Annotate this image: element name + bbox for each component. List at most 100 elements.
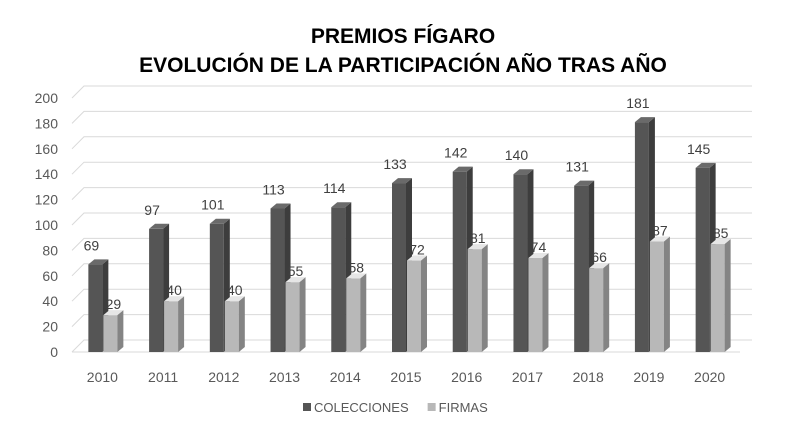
bar-side-face: [421, 255, 427, 352]
bar-top-face: [574, 180, 595, 186]
bar-firmas-2016: 81: [467, 230, 488, 352]
data-label: 133: [383, 156, 407, 172]
data-label: 81: [470, 230, 486, 246]
x-tick-label: 2010: [87, 369, 118, 385]
y-tick-label: 40: [42, 293, 58, 309]
y-tick-label: 180: [35, 115, 59, 131]
bar-top-face: [346, 273, 367, 279]
x-axis: 2010 2011 2012 2013 2014 2015 2016 2017 2018 2019…: [87, 369, 726, 385]
y-tick-label: 100: [35, 217, 59, 233]
bar-firmas-2019: 87: [649, 223, 670, 352]
bar-top-face: [270, 203, 291, 209]
gridline: [71, 136, 752, 150]
bar-top-face: [88, 259, 109, 265]
y-tick-label: 120: [35, 192, 59, 208]
bar-firmas-2020: 85: [710, 225, 731, 352]
bar-firmas-2017: 74: [528, 239, 549, 352]
x-tick-label: 2016: [451, 369, 482, 385]
bar-top-face: [331, 202, 352, 208]
data-label: 55: [288, 263, 304, 279]
y-axis: 0 20 40 60 80 100 120 140 160 180 200: [35, 90, 59, 360]
bar-front-face: [346, 278, 361, 352]
data-label: 113: [262, 181, 285, 197]
bar-side-face: [724, 239, 731, 352]
data-label: 29: [106, 296, 122, 312]
bar-firmas-2012: 40: [224, 282, 245, 352]
bar-front-face: [589, 268, 604, 352]
bar-top-face: [164, 296, 185, 302]
data-label: 145: [687, 141, 711, 157]
bar-side-face: [481, 244, 488, 352]
bar-front-face: [331, 207, 346, 352]
bar-top-face: [224, 296, 245, 302]
x-tick-label: 2017: [512, 369, 543, 385]
y-tick-label: 200: [35, 90, 59, 106]
bar-firmas-2011: 40: [164, 282, 185, 352]
bar-side-face: [238, 296, 245, 352]
bar-top-face: [452, 166, 473, 172]
data-label: 101: [201, 197, 225, 213]
y-tick-label: 80: [42, 242, 58, 258]
bar-front-face: [467, 249, 482, 352]
data-label: 72: [409, 242, 425, 258]
y-tick-label: 160: [35, 141, 59, 157]
bar-front-face: [649, 241, 664, 352]
x-tick-label: 2015: [390, 369, 421, 385]
x-tick-label: 2019: [633, 369, 664, 385]
bar-front-face: [710, 244, 725, 352]
bar-front-face: [513, 174, 528, 352]
data-label: 114: [323, 180, 346, 196]
data-label: 87: [652, 223, 668, 239]
legend-swatch: [303, 403, 311, 411]
legend: COLECCIONES FIRMAS: [303, 400, 488, 415]
data-label: 40: [227, 282, 243, 298]
bar-top-face: [285, 277, 306, 283]
bars: 69 29 97 40 101 40 113 55 114 58 133 72 142 81 140 74 13…: [84, 95, 731, 352]
bar-side-face: [542, 253, 549, 352]
data-label: 140: [505, 147, 529, 163]
bar-front-face: [103, 315, 118, 352]
bar-top-face: [513, 169, 534, 175]
bar-front-face: [149, 228, 164, 352]
y-tick-label: 20: [42, 319, 58, 335]
bar-front-face: [164, 301, 179, 352]
gridline: [71, 110, 752, 124]
data-label: 74: [531, 239, 547, 255]
bar-side-face: [360, 273, 367, 352]
bar-front-face: [407, 260, 421, 352]
bar-firmas-2015: 72: [407, 242, 427, 352]
gridlines: [71, 85, 752, 353]
x-tick-label: 2012: [208, 369, 239, 385]
bar-front-face: [392, 183, 406, 352]
data-label: 181: [626, 95, 650, 111]
bar-firmas-2013: 55: [285, 263, 306, 352]
gridline: [71, 161, 752, 175]
bar-front-face: [452, 171, 467, 352]
bar-firmas-2010: 29: [103, 296, 124, 352]
bar-top-face: [467, 244, 488, 250]
bar-top-face: [392, 178, 412, 184]
data-label: 58: [348, 259, 364, 275]
bar-side-face: [178, 296, 185, 352]
bar-front-face: [209, 223, 224, 352]
bar-front-face: [695, 167, 710, 352]
y-tick-label: 60: [42, 268, 58, 284]
bar-front-face: [88, 264, 103, 352]
data-label: 131: [566, 159, 590, 175]
bar-firmas-2018: 66: [589, 249, 610, 352]
bar-top-face: [634, 117, 655, 123]
legend-label: FIRMAS: [439, 400, 488, 415]
bar-front-face: [270, 208, 285, 352]
bar-top-face: [103, 310, 124, 316]
bar-front-face: [634, 122, 649, 352]
bar-top-face: [589, 263, 610, 269]
bar-firmas-2014: 58: [346, 259, 367, 352]
bar-top-face: [649, 236, 670, 242]
y-tick-label: 0: [50, 344, 58, 360]
data-label: 66: [591, 249, 607, 265]
data-label: 69: [84, 237, 100, 253]
bar-front-face: [224, 301, 239, 352]
data-label: 97: [144, 202, 160, 218]
gridline: [71, 85, 752, 99]
